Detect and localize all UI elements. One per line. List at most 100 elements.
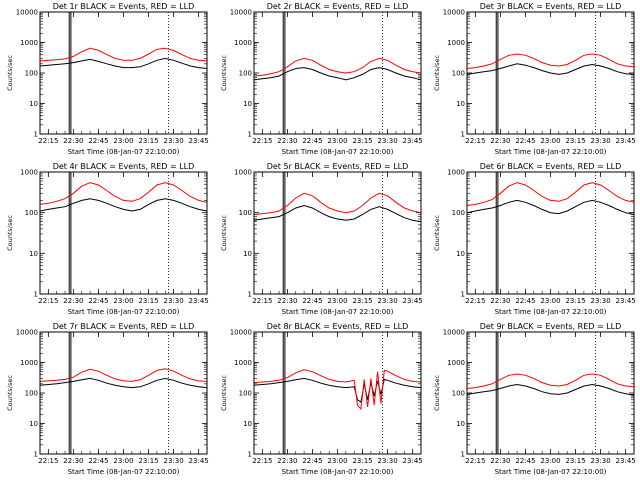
x-tick-label: 22:45 xyxy=(515,137,535,145)
chart-panel-det-3: Det 3r BLACK = Events, RED = LLD Counts/s… xyxy=(433,2,636,156)
y-tick-label: 100 xyxy=(239,390,252,398)
x-tick-label: 23:00 xyxy=(540,137,560,145)
y-tick-label: 10 xyxy=(29,100,38,108)
x-tick-label: 22:15 xyxy=(465,297,485,305)
series-line-events xyxy=(253,204,422,223)
y-tick-label: 1000 xyxy=(20,359,38,367)
x-tick-label: 22:30 xyxy=(490,297,510,305)
y-tick-label: 1 xyxy=(248,451,252,459)
series-line-lld xyxy=(39,182,208,205)
chart-panel-det-8: Det 8r BLACK = Events, RED = LLD Counts/s… xyxy=(220,322,423,476)
x-tick-label: 23:00 xyxy=(540,457,560,465)
x-tick-label: 22:15 xyxy=(38,457,58,465)
x-tick-label: 23:45 xyxy=(616,297,636,305)
chart-panel-det-1: Det 1r BLACK = Events, RED = LLD Counts/s… xyxy=(6,2,209,156)
x-tick-label: 22:45 xyxy=(302,297,322,305)
chart-title: Det 7r BLACK = Events, RED = LLD xyxy=(53,322,195,331)
x-tick-label: 23:00 xyxy=(113,137,133,145)
chart-title: Det 1r BLACK = Events, RED = LLD xyxy=(53,2,195,11)
x-tick-label: 22:30 xyxy=(277,297,297,305)
x-tick-label: 23:15 xyxy=(565,297,585,305)
x-tick-label: 23:45 xyxy=(616,457,636,465)
series-line-events xyxy=(466,383,635,396)
series-line-events xyxy=(466,63,635,75)
x-tick-label: 23:30 xyxy=(591,457,611,465)
x-tick-label: 23:45 xyxy=(403,297,423,305)
x-axis-label: Start Time (08-Jan-07 22:10:00) xyxy=(68,468,180,476)
x-tick-label: 22:15 xyxy=(252,297,272,305)
series-line-lld xyxy=(466,373,635,389)
x-tick-label: 23:45 xyxy=(616,137,636,145)
series-line-events xyxy=(39,377,208,389)
chart-title: Det 3r BLACK = Events, RED = LLD xyxy=(480,2,622,11)
x-tick-label: 22:30 xyxy=(277,457,297,465)
y-axis-label: Counts/sec xyxy=(6,55,14,91)
x-tick-label: 22:45 xyxy=(88,457,108,465)
y-tick-label: 10 xyxy=(456,100,465,108)
x-tick-label: 22:45 xyxy=(88,297,108,305)
y-tick-label: 100 xyxy=(25,390,38,398)
y-tick-label: 10 xyxy=(243,420,252,428)
series-line-events xyxy=(39,198,208,212)
x-tick-label: 23:45 xyxy=(403,457,423,465)
y-tick-label: 10000 xyxy=(230,9,252,17)
x-tick-label: 23:15 xyxy=(352,137,372,145)
x-tick-label: 23:15 xyxy=(138,137,158,145)
x-tick-label: 23:45 xyxy=(189,137,209,145)
chart-panel-det-6: Det 6r BLACK = Events, RED = LLD Counts/s… xyxy=(433,162,636,316)
x-tick-label: 22:15 xyxy=(38,137,58,145)
chart-title: Det 4r BLACK = Events, RED = LLD xyxy=(53,162,195,171)
y-tick-label: 1 xyxy=(461,131,465,139)
y-tick-label: 10000 xyxy=(16,9,38,17)
series-line-events xyxy=(253,67,422,81)
y-tick-label: 1000 xyxy=(234,169,252,177)
x-axis-label: Start Time (08-Jan-07 22:10:00) xyxy=(68,308,180,316)
x-tick-label: 23:15 xyxy=(565,457,585,465)
x-tick-label: 22:45 xyxy=(302,137,322,145)
y-axis-label: Counts/sec xyxy=(433,375,441,411)
series-line-lld xyxy=(39,47,208,62)
y-tick-label: 10 xyxy=(29,420,38,428)
y-tick-label: 1 xyxy=(34,451,38,459)
y-axis-label: Counts/sec xyxy=(220,55,228,91)
x-tick-label: 22:15 xyxy=(465,137,485,145)
x-tick-label: 22:15 xyxy=(465,457,485,465)
y-axis-label: Counts/sec xyxy=(6,215,14,251)
x-tick-label: 23:00 xyxy=(327,457,347,465)
y-tick-label: 100 xyxy=(452,209,465,217)
y-tick-label: 1 xyxy=(248,131,252,139)
chart-panel-det-4: Det 4r BLACK = Events, RED = LLD Counts/s… xyxy=(6,162,209,316)
x-tick-label: 22:45 xyxy=(302,457,322,465)
x-tick-label: 22:30 xyxy=(63,457,83,465)
x-tick-label: 23:30 xyxy=(378,297,398,305)
y-tick-label: 10000 xyxy=(443,329,465,337)
x-tick-label: 23:15 xyxy=(138,457,158,465)
series-line-lld xyxy=(253,369,422,411)
x-tick-label: 22:30 xyxy=(490,457,510,465)
plot-frame xyxy=(466,11,635,135)
plot-frame xyxy=(253,331,422,455)
x-axis-label: Start Time (08-Jan-07 22:10:00) xyxy=(68,148,180,156)
y-tick-label: 1 xyxy=(34,131,38,139)
series-line-lld xyxy=(39,368,208,382)
x-tick-label: 23:30 xyxy=(164,297,184,305)
x-tick-label: 22:15 xyxy=(38,297,58,305)
x-tick-label: 22:15 xyxy=(252,137,272,145)
x-tick-label: 23:00 xyxy=(113,457,133,465)
y-tick-label: 100 xyxy=(239,209,252,217)
x-tick-label: 23:30 xyxy=(164,457,184,465)
x-tick-label: 23:15 xyxy=(352,297,372,305)
y-tick-label: 10 xyxy=(243,100,252,108)
x-axis-label: Start Time (08-Jan-07 22:10:00) xyxy=(282,148,394,156)
y-axis-label: Counts/sec xyxy=(433,55,441,91)
series-line-events xyxy=(466,199,635,215)
series-line-lld xyxy=(253,57,422,77)
y-tick-label: 10 xyxy=(29,250,38,258)
x-tick-label: 23:45 xyxy=(189,297,209,305)
x-tick-label: 23:15 xyxy=(565,137,585,145)
x-axis-label: Start Time (08-Jan-07 22:10:00) xyxy=(282,308,394,316)
y-axis-label: Counts/sec xyxy=(220,215,228,251)
x-tick-label: 22:30 xyxy=(490,137,510,145)
series-line-lld xyxy=(466,53,635,69)
